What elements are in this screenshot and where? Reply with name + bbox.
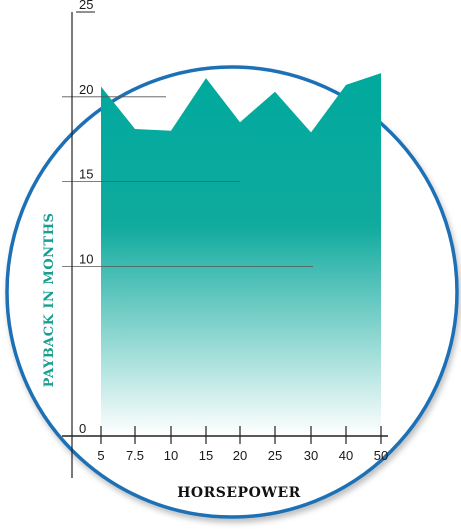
x-axis-title: HORSEPOWER: [177, 485, 301, 501]
y-tick-label: 0: [79, 421, 86, 436]
y-tick-label: 25: [79, 0, 93, 12]
x-tick-label: 40: [339, 448, 353, 463]
y-tick-label: 10: [79, 251, 93, 266]
x-tick-label: 20: [233, 448, 247, 463]
x-tick-label: 25: [268, 448, 282, 463]
x-tick-label: 10: [164, 448, 178, 463]
x-tick-label: 50: [374, 448, 388, 463]
y-tick-label: 15: [79, 167, 93, 182]
y-axis-title: PAYBACK IN MONTHS: [42, 213, 57, 388]
x-tick-label: 30: [304, 448, 318, 463]
y-tick-label: 20: [79, 82, 93, 97]
x-tick-label: 5: [97, 448, 104, 463]
area-series-payback: [101, 73, 381, 436]
x-tick-label: 7.5: [126, 448, 144, 463]
x-tick-label: 15: [199, 448, 213, 463]
